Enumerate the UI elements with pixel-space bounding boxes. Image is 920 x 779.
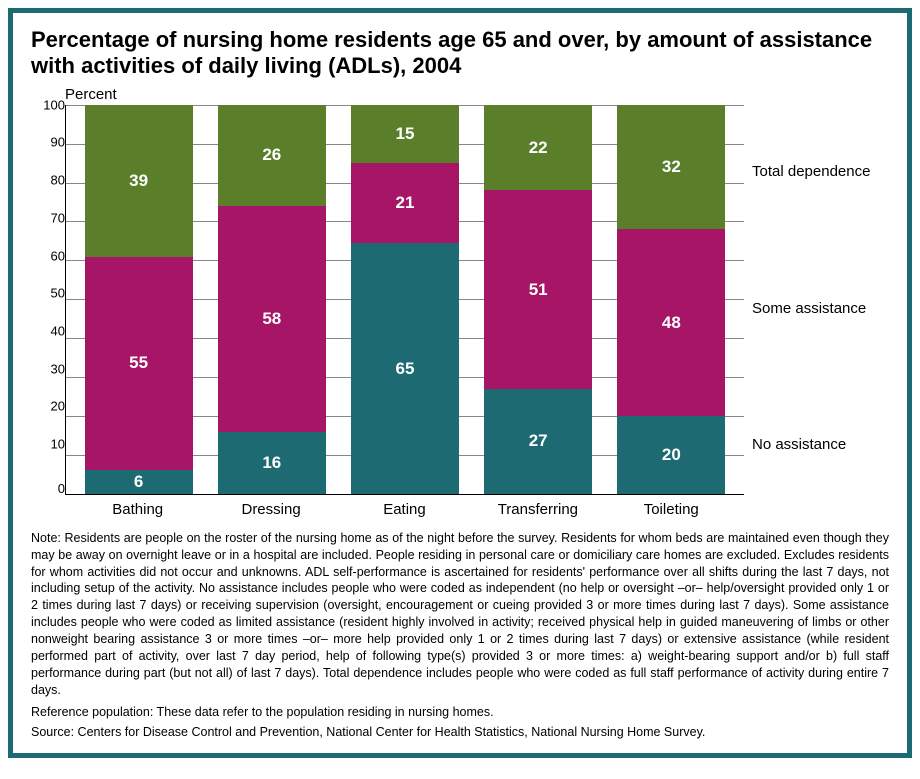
x-tick: Toileting [617,501,725,518]
reference-population: Reference population: These data refer t… [31,705,889,719]
legend-some-assistance: Some assistance [752,300,866,317]
footnote: Note: Residents are people on the roster… [31,530,889,699]
bar-segment: 55 [85,257,193,471]
bar-segment: 22 [484,105,592,191]
legend: Total dependence Some assistance No assi… [744,105,889,495]
y-axis-ticks: 1009080706050403020100 [31,105,65,495]
y-tick: 40 [51,324,65,337]
y-tick: 60 [51,249,65,262]
chart-area: 1009080706050403020100 39556265816152165… [31,105,889,495]
plot-area: 39556265816152165225127324820 [65,105,744,495]
bar-segment: 21 [351,163,459,244]
y-tick: 0 [58,482,65,495]
bar-dressing: 265816 [218,105,326,494]
bar-segment: 27 [484,389,592,494]
y-tick: 20 [51,400,65,413]
x-tick: Eating [350,501,458,518]
bar-bathing: 39556 [85,105,193,494]
x-tick: Bathing [84,501,192,518]
source-line: Source: Centers for Disease Control and … [31,725,889,739]
x-tick: Transferring [484,501,592,518]
y-tick: 30 [51,362,65,375]
bar-segment: 20 [617,416,725,494]
chart-title: Percentage of nursing home residents age… [31,27,889,80]
legend-total-dependence: Total dependence [752,163,870,180]
y-axis-label: Percent [65,86,889,103]
bar-transferring: 225127 [484,105,592,494]
bar-segment: 48 [617,229,725,416]
bar-segment: 58 [218,206,326,432]
bar-segment: 26 [218,105,326,206]
bar-segment: 51 [484,190,592,388]
bar-segment: 6 [85,470,193,493]
bar-eating: 152165 [351,105,459,494]
y-tick: 50 [51,287,65,300]
x-axis-ticks: Bathing Dressing Eating Transferring Toileti… [65,495,744,518]
y-tick: 10 [51,437,65,450]
chart-frame: Percentage of nursing home residents age… [8,8,912,758]
legend-no-assistance: No assistance [752,436,846,453]
bar-toileting: 324820 [617,105,725,494]
bar-segment: 32 [617,105,725,229]
x-tick: Dressing [217,501,325,518]
bar-segment: 15 [351,105,459,163]
y-tick: 90 [51,136,65,149]
y-tick: 80 [51,174,65,187]
bar-segment: 39 [85,105,193,257]
bar-segment: 65 [351,243,459,493]
y-tick: 70 [51,211,65,224]
y-tick: 100 [43,98,65,111]
bar-segment: 16 [218,432,326,494]
